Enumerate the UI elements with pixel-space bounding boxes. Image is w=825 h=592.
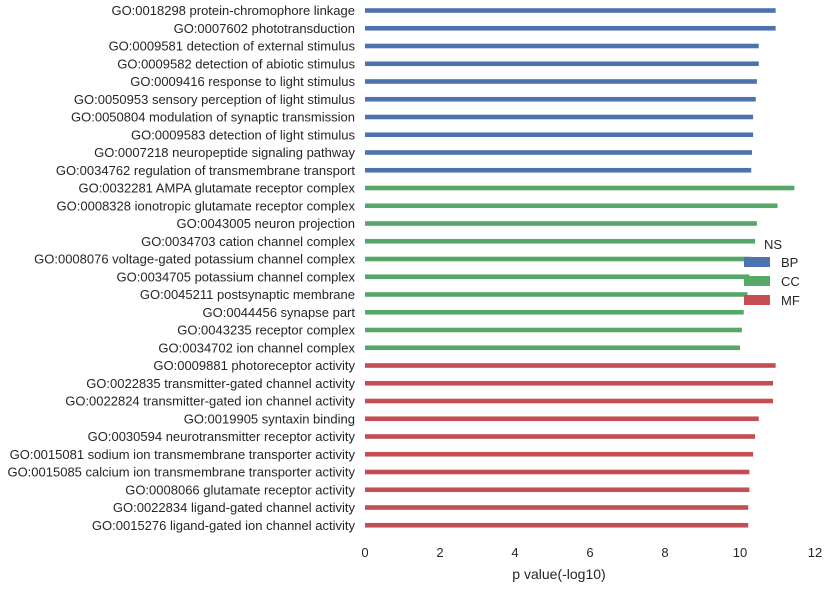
category-label: GO:0008076 voltage-gated potassium chann… <box>34 252 355 267</box>
category-label: GO:0034702 ion channel complex <box>158 340 355 355</box>
category-label: GO:0015276 ligand-gated ion channel acti… <box>92 518 356 533</box>
category-label: GO:0018298 protein-chromophore linkage <box>111 3 355 18</box>
bar-bp <box>365 114 754 120</box>
category-label: GO:0022835 transmitter-gated channel act… <box>86 376 355 391</box>
bar-mf <box>365 451 754 457</box>
category-label: GO:0009881 photoreceptor activity <box>153 358 355 373</box>
category-label: GO:0034762 regulation of transmembrane t… <box>56 163 356 178</box>
bar-mf <box>365 434 755 439</box>
category-label: GO:0032281 AMPA glutamate receptor compl… <box>78 181 355 196</box>
category-label: GO:0022824 transmitter-gated ion channel… <box>65 394 355 409</box>
category-label: GO:0009416 response to light stimulus <box>130 74 355 89</box>
category-label: GO:0050953 sensory perception of light s… <box>74 92 356 107</box>
bar-cc <box>365 292 748 297</box>
category-label: GO:0022834 ligand-gated channel activity <box>113 500 356 515</box>
category-label: GO:0015085 calcium ion transmembrane tra… <box>7 465 355 480</box>
bar-cc <box>365 185 795 191</box>
category-label: GO:0009581 detection of external stimulu… <box>109 39 356 54</box>
legend-swatch-mf <box>744 295 770 305</box>
legend-swatch-cc <box>744 276 770 286</box>
category-label: GO:0045211 postsynaptic membrane <box>140 287 355 302</box>
x-tick-label: 10 <box>733 545 747 560</box>
legend-title: NS <box>764 237 782 252</box>
bar-cc <box>365 345 740 351</box>
category-label: GO:0008328 ionotropic glutamate receptor… <box>57 198 356 213</box>
bar-cc <box>365 274 750 280</box>
category-label: GO:0009582 detection of abiotic stimulus <box>117 56 355 71</box>
x-tick-label: 6 <box>586 545 593 560</box>
category-label: GO:0034705 potassium channel complex <box>117 269 356 284</box>
x-tick-label: 12 <box>808 545 822 560</box>
category-labels-layer: GO:0018298 protein-chromophore linkage GO… <box>7 3 355 533</box>
bar-bp <box>365 61 759 67</box>
category-label: GO:0043235 receptor complex <box>177 323 355 338</box>
bar-cc <box>365 327 742 333</box>
bar-bp <box>365 96 756 102</box>
bar-cc <box>365 203 778 209</box>
bar-mf <box>365 505 749 510</box>
bar-mf <box>365 469 750 475</box>
category-label: GO:0030594 neurotransmitter receptor act… <box>88 429 356 444</box>
x-axis-label: p value(-log10) <box>512 566 605 582</box>
category-label: GO:0019905 syntaxin binding <box>184 411 355 426</box>
x-tick-label: 0 <box>361 545 368 560</box>
category-label: GO:0007218 neuropeptide signaling pathwa… <box>94 145 355 160</box>
category-label: GO:0044456 synapse part <box>203 305 356 320</box>
bar-bp <box>365 150 752 155</box>
bar-mf <box>365 522 749 528</box>
bar-cc <box>365 256 752 262</box>
bar-mf <box>365 398 773 404</box>
category-label: GO:0043005 neuron projection <box>176 216 355 231</box>
category-label: GO:0008066 glutamate receptor activity <box>125 482 355 497</box>
bar-bp <box>365 79 757 84</box>
bar-bp <box>365 25 776 31</box>
bar-cc <box>365 221 757 226</box>
bar-cc <box>365 238 755 244</box>
legend-label-bp: BP <box>781 255 798 270</box>
category-label: GO:0007602 phototransduction <box>174 21 355 36</box>
legend-label-cc: CC <box>781 274 800 289</box>
bars-layer <box>365 8 795 528</box>
bar-mf <box>365 416 759 422</box>
legend-swatch-bp <box>744 257 770 267</box>
bar-mf <box>365 380 773 386</box>
bar-bp <box>365 43 759 49</box>
x-tick-label: 2 <box>436 545 443 560</box>
bar-mf <box>365 363 776 368</box>
category-label: GO:0009583 detection of light stimulus <box>131 127 356 142</box>
bar-cc <box>365 309 744 315</box>
x-tick-label: 4 <box>511 545 518 560</box>
category-label: GO:0050804 modulation of synaptic transm… <box>71 110 355 125</box>
category-label: GO:0034703 cation channel complex <box>141 234 355 249</box>
legend-label-mf: MF <box>781 293 800 308</box>
bar-bp <box>365 8 776 13</box>
bar-bp <box>365 167 752 173</box>
bar-bp <box>365 132 754 138</box>
category-label: GO:0015081 sodium ion transmembrane tran… <box>10 447 356 462</box>
bar-mf <box>365 487 750 493</box>
x-tick-labels-layer: 0 2 4 6 8 10 12 <box>361 545 822 560</box>
legend: NS BP CC MF <box>744 237 800 308</box>
x-tick-label: 8 <box>661 545 668 560</box>
